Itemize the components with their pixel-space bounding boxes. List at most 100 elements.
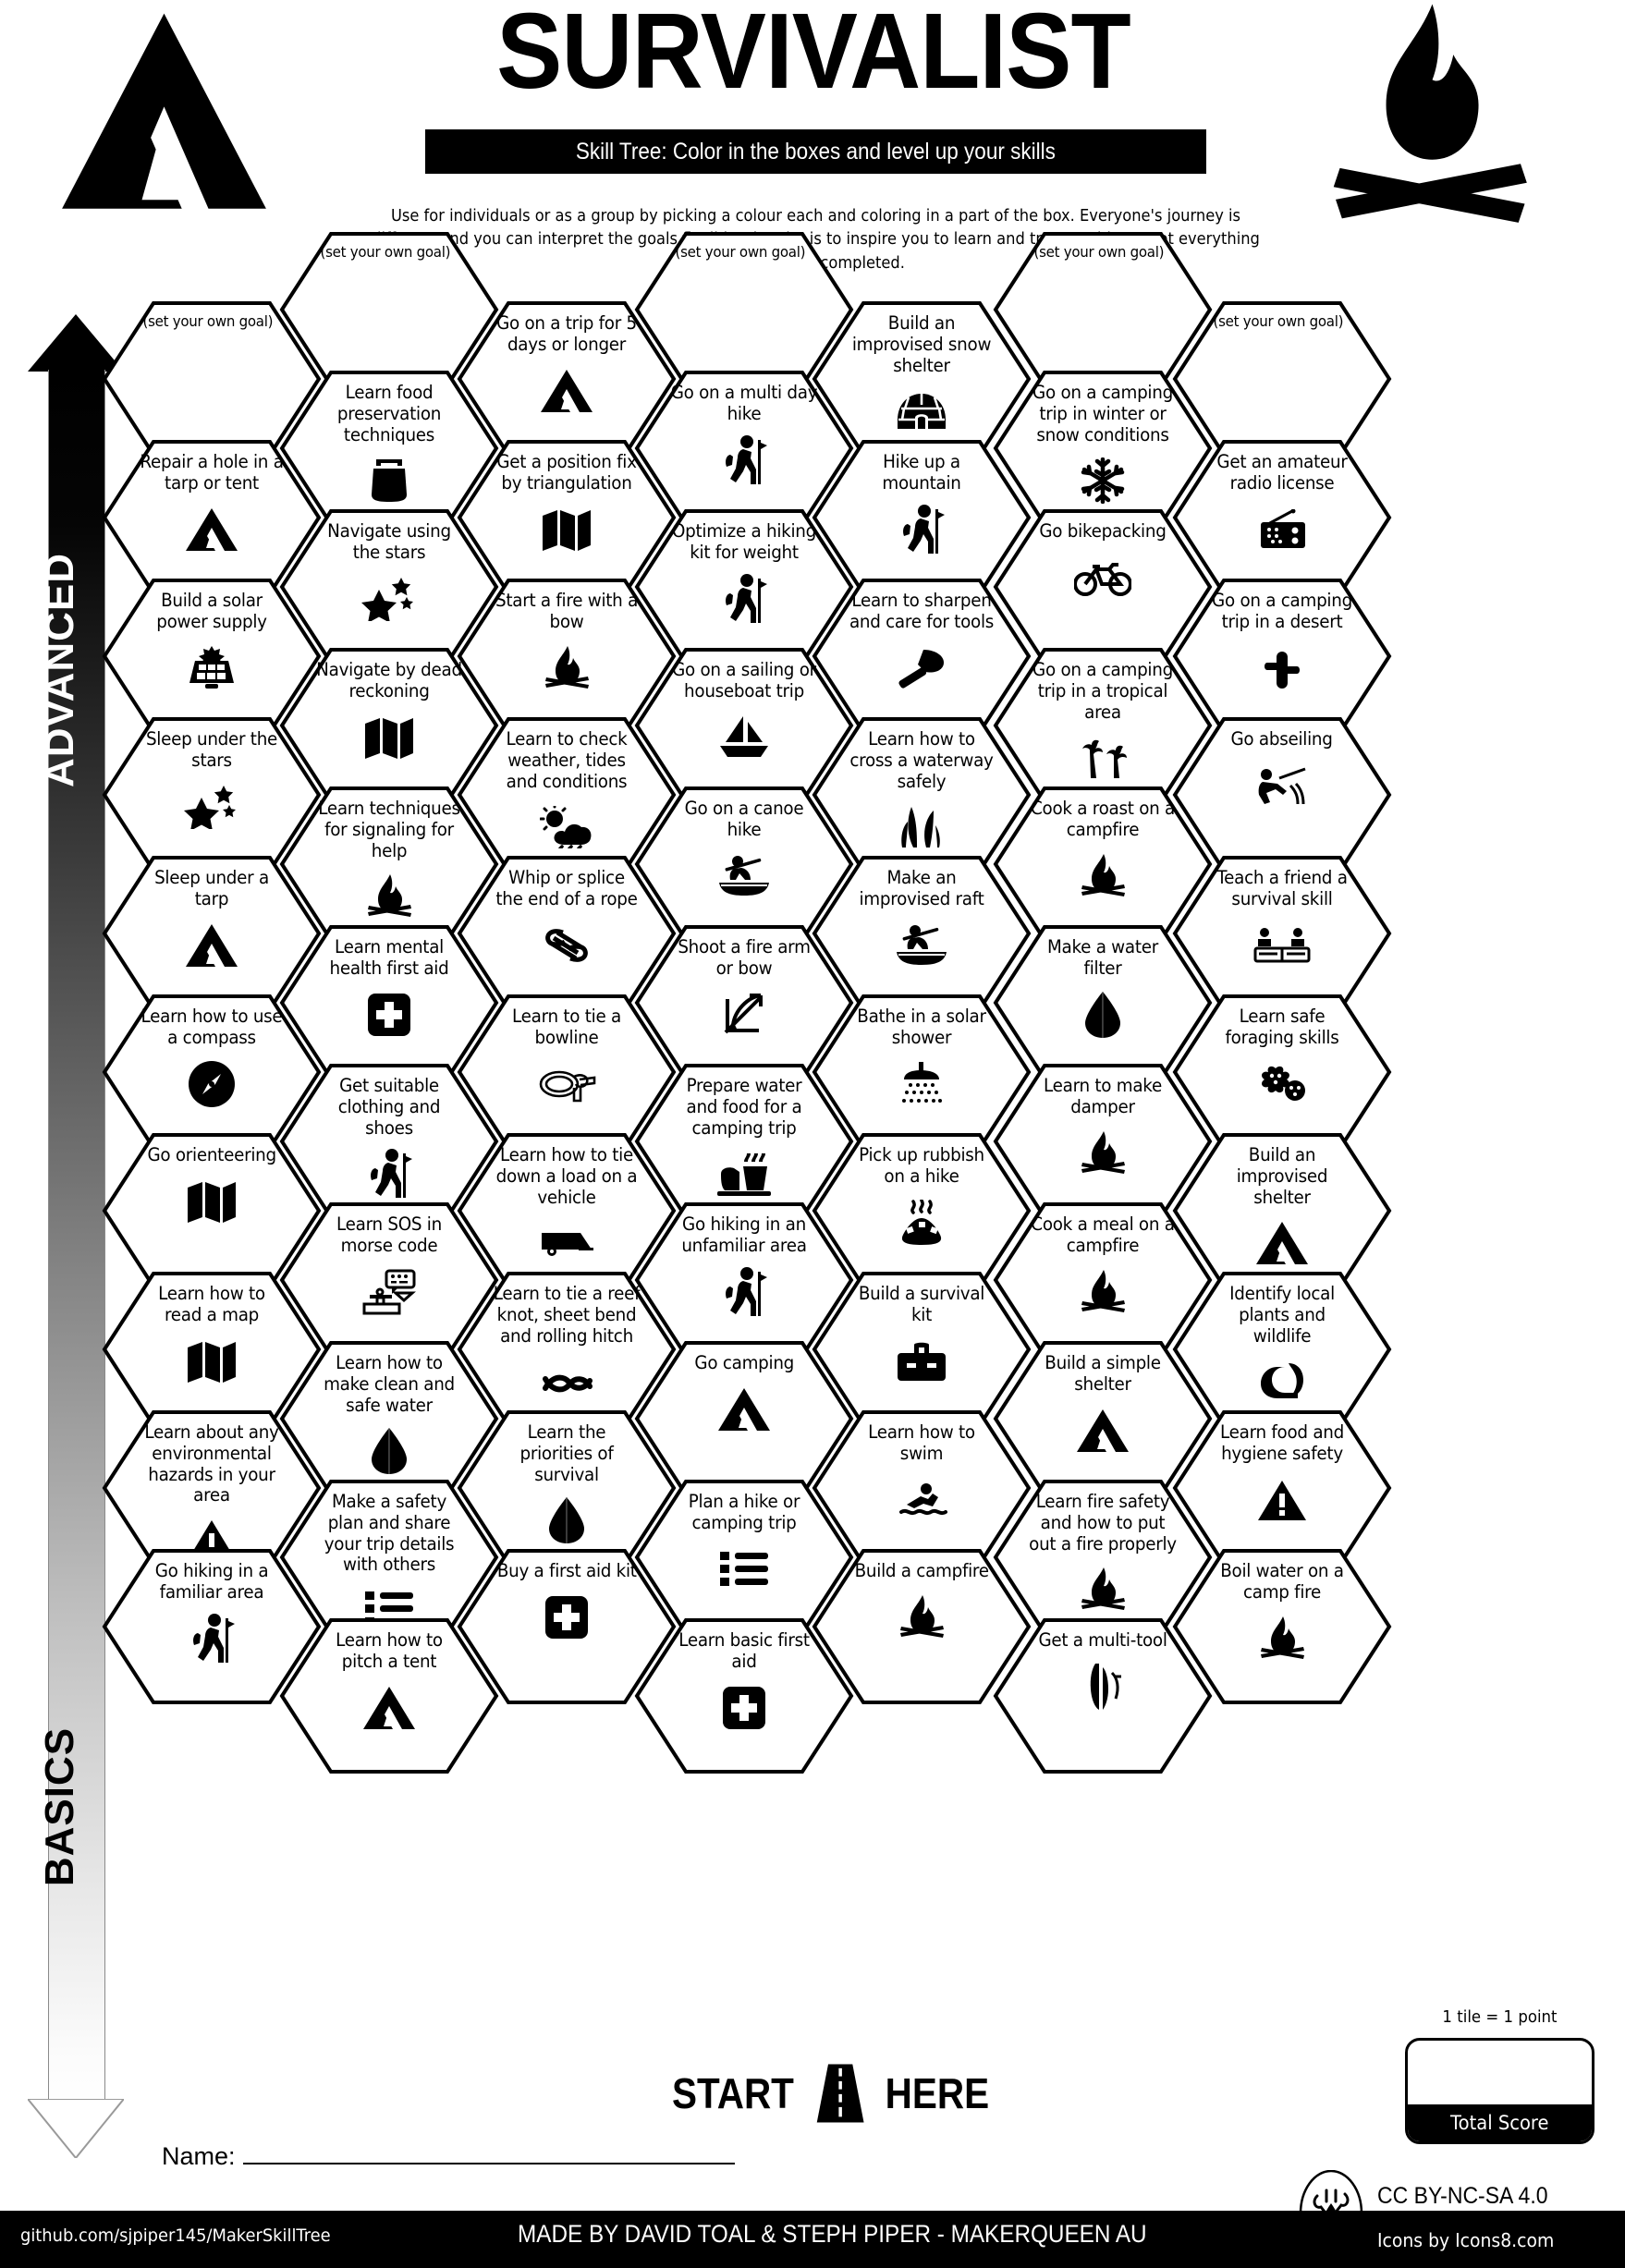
skill-label: Go on a camping trip in winter or snow c… [1032, 382, 1173, 445]
skill-tile[interactable]: Learn how to tie down a load on a vehicl… [457, 1132, 677, 1289]
skill-tile[interactable]: Learn techniques for signaling for help [279, 786, 499, 943]
campfire-icon [1078, 1125, 1128, 1182]
campfire-icon [1322, 0, 1534, 231]
skill-tile[interactable]: Learn SOS in morse code [279, 1201, 499, 1359]
water-plants-icon [898, 799, 945, 856]
skill-tile[interactable]: (set your own goal) [1172, 300, 1392, 457]
skill-tile[interactable]: Learn food and hygiene safety [1172, 1409, 1392, 1567]
skill-tile[interactable]: Learn to sharpen and care for tools [812, 578, 1032, 735]
name-field-row[interactable]: Name: [162, 2142, 735, 2171]
skill-tile[interactable]: Go on a camping trip in winter or snow c… [993, 370, 1213, 527]
skill-tile[interactable]: Go hiking in a familiar area [102, 1548, 322, 1705]
droplet-icon [547, 1492, 586, 1549]
skill-tile[interactable]: Cook a roast on a campfire [993, 786, 1213, 943]
skill-tile[interactable]: Learn basic first aid [634, 1617, 854, 1774]
map-icon [541, 501, 593, 558]
total-score-box[interactable]: Total Score [1405, 2038, 1594, 2144]
skill-tile[interactable]: Go abseiling [1172, 716, 1392, 873]
skill-label: (set your own goal) [1213, 312, 1344, 330]
skill-tile[interactable]: Learn how to make clean and safe water [279, 1340, 499, 1497]
hiker-icon [721, 432, 767, 489]
skill-tile[interactable]: Boil water on a camp fire [1172, 1548, 1392, 1705]
skill-tile[interactable]: Make a water filter [993, 924, 1213, 1081]
skill-tile[interactable]: Learn how to read a map [102, 1271, 322, 1428]
berries-icon [1257, 1055, 1307, 1113]
skill-tile[interactable]: Learn how to pitch a tent [279, 1617, 499, 1774]
skill-tile[interactable]: Shoot a fire arm or bow [634, 924, 854, 1081]
skill-tile[interactable]: Go on a sailing or houseboat trip [634, 647, 854, 804]
skill-tile[interactable]: Sleep under the stars [102, 716, 322, 873]
score-rect[interactable]: Total Score [1405, 2038, 1594, 2144]
skill-tile[interactable]: Learn mental health first aid [279, 924, 499, 1081]
skill-tile[interactable]: Prepare water and food for a camping tri… [634, 1063, 854, 1220]
skill-tile[interactable]: Navigate using the stars [279, 508, 499, 665]
skill-label: Learn how to tie down a load on a vehicl… [495, 1144, 638, 1208]
skill-tile[interactable]: Learn the priorities of survival [457, 1409, 677, 1567]
skill-tile[interactable]: Cook a meal on a campfire [993, 1201, 1213, 1359]
skill-tile[interactable]: Hike up a mountain [812, 439, 1032, 596]
skill-tile[interactable]: Get suitable clothing and shoes [279, 1063, 499, 1220]
skill-tile[interactable]: Learn how to cross a waterway safely [812, 716, 1032, 873]
skill-label: Cook a meal on a campfire [1031, 1213, 1175, 1256]
morse-icon [359, 1263, 420, 1321]
skill-tile[interactable]: Navigate by dead reckoning [279, 647, 499, 804]
skill-tile[interactable]: Get an amateur radio license [1172, 439, 1392, 596]
skill-tile[interactable]: Learn fire safety and how to put out a f… [993, 1479, 1213, 1636]
trailer-icon [540, 1214, 593, 1272]
skill-tile[interactable]: Build an improvised shelter [1172, 1132, 1392, 1289]
hiker-icon [721, 570, 767, 628]
skill-tile[interactable]: Make an improvised raft [812, 855, 1032, 1012]
skill-label: Learn about any environmental hazards in… [144, 1421, 279, 1506]
skill-label: Get a multi-tool [1038, 1629, 1167, 1651]
skill-tile[interactable]: Go camping [634, 1340, 854, 1497]
skill-tile[interactable]: Learn to tie a reef knot, sheet bend and… [457, 1271, 677, 1428]
github-link[interactable]: github.com/sjpiper145/MakerSkillTree [20, 2225, 331, 2246]
name-input-line[interactable] [242, 2142, 735, 2164]
skill-tile[interactable]: Learn safe foraging skills [1172, 994, 1392, 1151]
skill-label: Plan a hike or camping trip [688, 1491, 800, 1533]
campfire-icon [1078, 1561, 1128, 1618]
skill-tile[interactable]: (set your own goal) [102, 300, 322, 457]
skill-tile[interactable]: Go on a camping trip in a tropical area [993, 647, 1213, 804]
skill-tile[interactable]: Learn how to use a compass [102, 994, 322, 1151]
skill-label: Learn to tie a bowline [512, 1006, 621, 1048]
skill-tile[interactable]: Buy a first aid kit [457, 1548, 677, 1705]
skill-tile[interactable]: Bathe in a solar shower [812, 994, 1032, 1151]
weather-icon [540, 799, 593, 856]
teach-icon [1253, 917, 1311, 974]
palms-icon [1077, 729, 1129, 786]
map-icon [186, 1173, 238, 1230]
bowline-icon [537, 1055, 596, 1113]
skill-label: Go on a canoe hike [684, 798, 804, 840]
skill-tile[interactable]: Plan a hike or camping trip [634, 1479, 854, 1636]
difficulty-axis: ADVANCED BASICS [28, 314, 125, 2158]
skill-label: Build a campfire [854, 1560, 989, 1581]
skill-tile[interactable]: Whip or splice the end of a rope [457, 855, 677, 1012]
skill-tile[interactable]: Optimize a hiking kit for weight [634, 508, 854, 665]
skill-tile[interactable]: Go on a camping trip in a desert [1172, 578, 1392, 735]
skill-label: Get an amateur radio license [1216, 451, 1348, 494]
campfire-icon [542, 640, 592, 697]
skill-tile[interactable]: Go orienteering [102, 1132, 322, 1289]
skill-tile[interactable]: Get a multi-tool [993, 1617, 1213, 1774]
score-label-band: Total Score [1408, 2104, 1592, 2141]
list-icon [719, 1541, 769, 1598]
skill-label: (set your own goal) [675, 243, 806, 261]
skill-tile[interactable]: Go hiking in an unfamiliar area [634, 1201, 854, 1359]
jar-icon [365, 452, 413, 509]
skill-tile[interactable]: Learn food preservation techniques [279, 370, 499, 527]
skill-label: Go orienteering [147, 1144, 276, 1165]
cookset-icon [715, 1145, 773, 1202]
skill-label: Sleep under the stars [145, 728, 278, 771]
skill-tile[interactable]: Build a simple shelter [993, 1340, 1213, 1497]
skill-tile[interactable]: Build a campfire [812, 1548, 1032, 1705]
skill-tile[interactable]: Teach a friend a survival skill [1172, 855, 1392, 1012]
skill-label: Navigate by dead reckoning [316, 659, 462, 701]
hiker-icon [898, 501, 945, 558]
skill-tile[interactable]: Pick up rubbish on a hike [812, 1132, 1032, 1289]
skill-tile[interactable]: Learn to check weather, tides and condit… [457, 716, 677, 873]
skill-tile[interactable]: Identify local plants and wildlife [1172, 1271, 1392, 1428]
skill-tile[interactable]: Learn to tie a bowline [457, 994, 677, 1151]
skill-label: Go camping [694, 1352, 794, 1373]
score-tip: 1 tile = 1 point [1442, 2007, 1558, 2027]
